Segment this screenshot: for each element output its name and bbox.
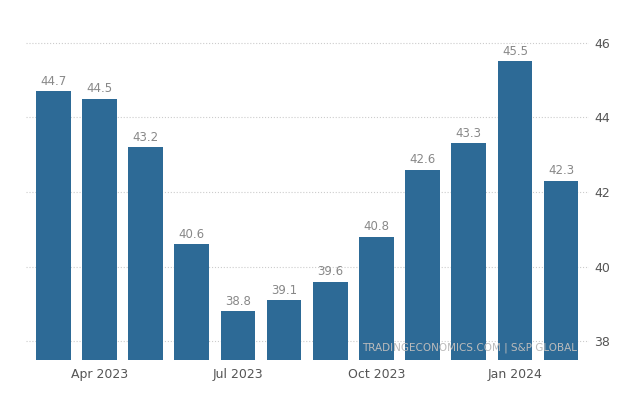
Text: 39.1: 39.1 bbox=[271, 284, 297, 297]
Bar bbox=[359, 237, 394, 360]
Bar bbox=[544, 181, 579, 360]
Bar bbox=[128, 147, 163, 360]
Text: 39.6: 39.6 bbox=[317, 265, 343, 278]
Bar bbox=[36, 91, 70, 360]
Bar bbox=[267, 300, 301, 360]
Bar bbox=[175, 244, 209, 360]
Text: 44.5: 44.5 bbox=[86, 82, 113, 95]
Text: 40.6: 40.6 bbox=[179, 228, 205, 241]
Text: 43.3: 43.3 bbox=[456, 127, 482, 140]
Bar bbox=[451, 144, 486, 360]
Bar bbox=[82, 99, 116, 360]
Text: 45.5: 45.5 bbox=[502, 45, 528, 58]
Text: 42.3: 42.3 bbox=[548, 164, 574, 178]
Text: 42.6: 42.6 bbox=[410, 153, 436, 166]
Text: 40.8: 40.8 bbox=[364, 220, 390, 234]
Text: 44.7: 44.7 bbox=[40, 75, 67, 88]
Bar bbox=[498, 61, 532, 360]
Text: 38.8: 38.8 bbox=[225, 295, 251, 308]
Text: TRADINGECONOMICS.COM | S&P GLOBAL: TRADINGECONOMICS.COM | S&P GLOBAL bbox=[362, 343, 577, 353]
Bar bbox=[405, 170, 440, 360]
Bar bbox=[313, 282, 348, 360]
Bar bbox=[221, 312, 255, 360]
Text: 43.2: 43.2 bbox=[132, 131, 159, 144]
